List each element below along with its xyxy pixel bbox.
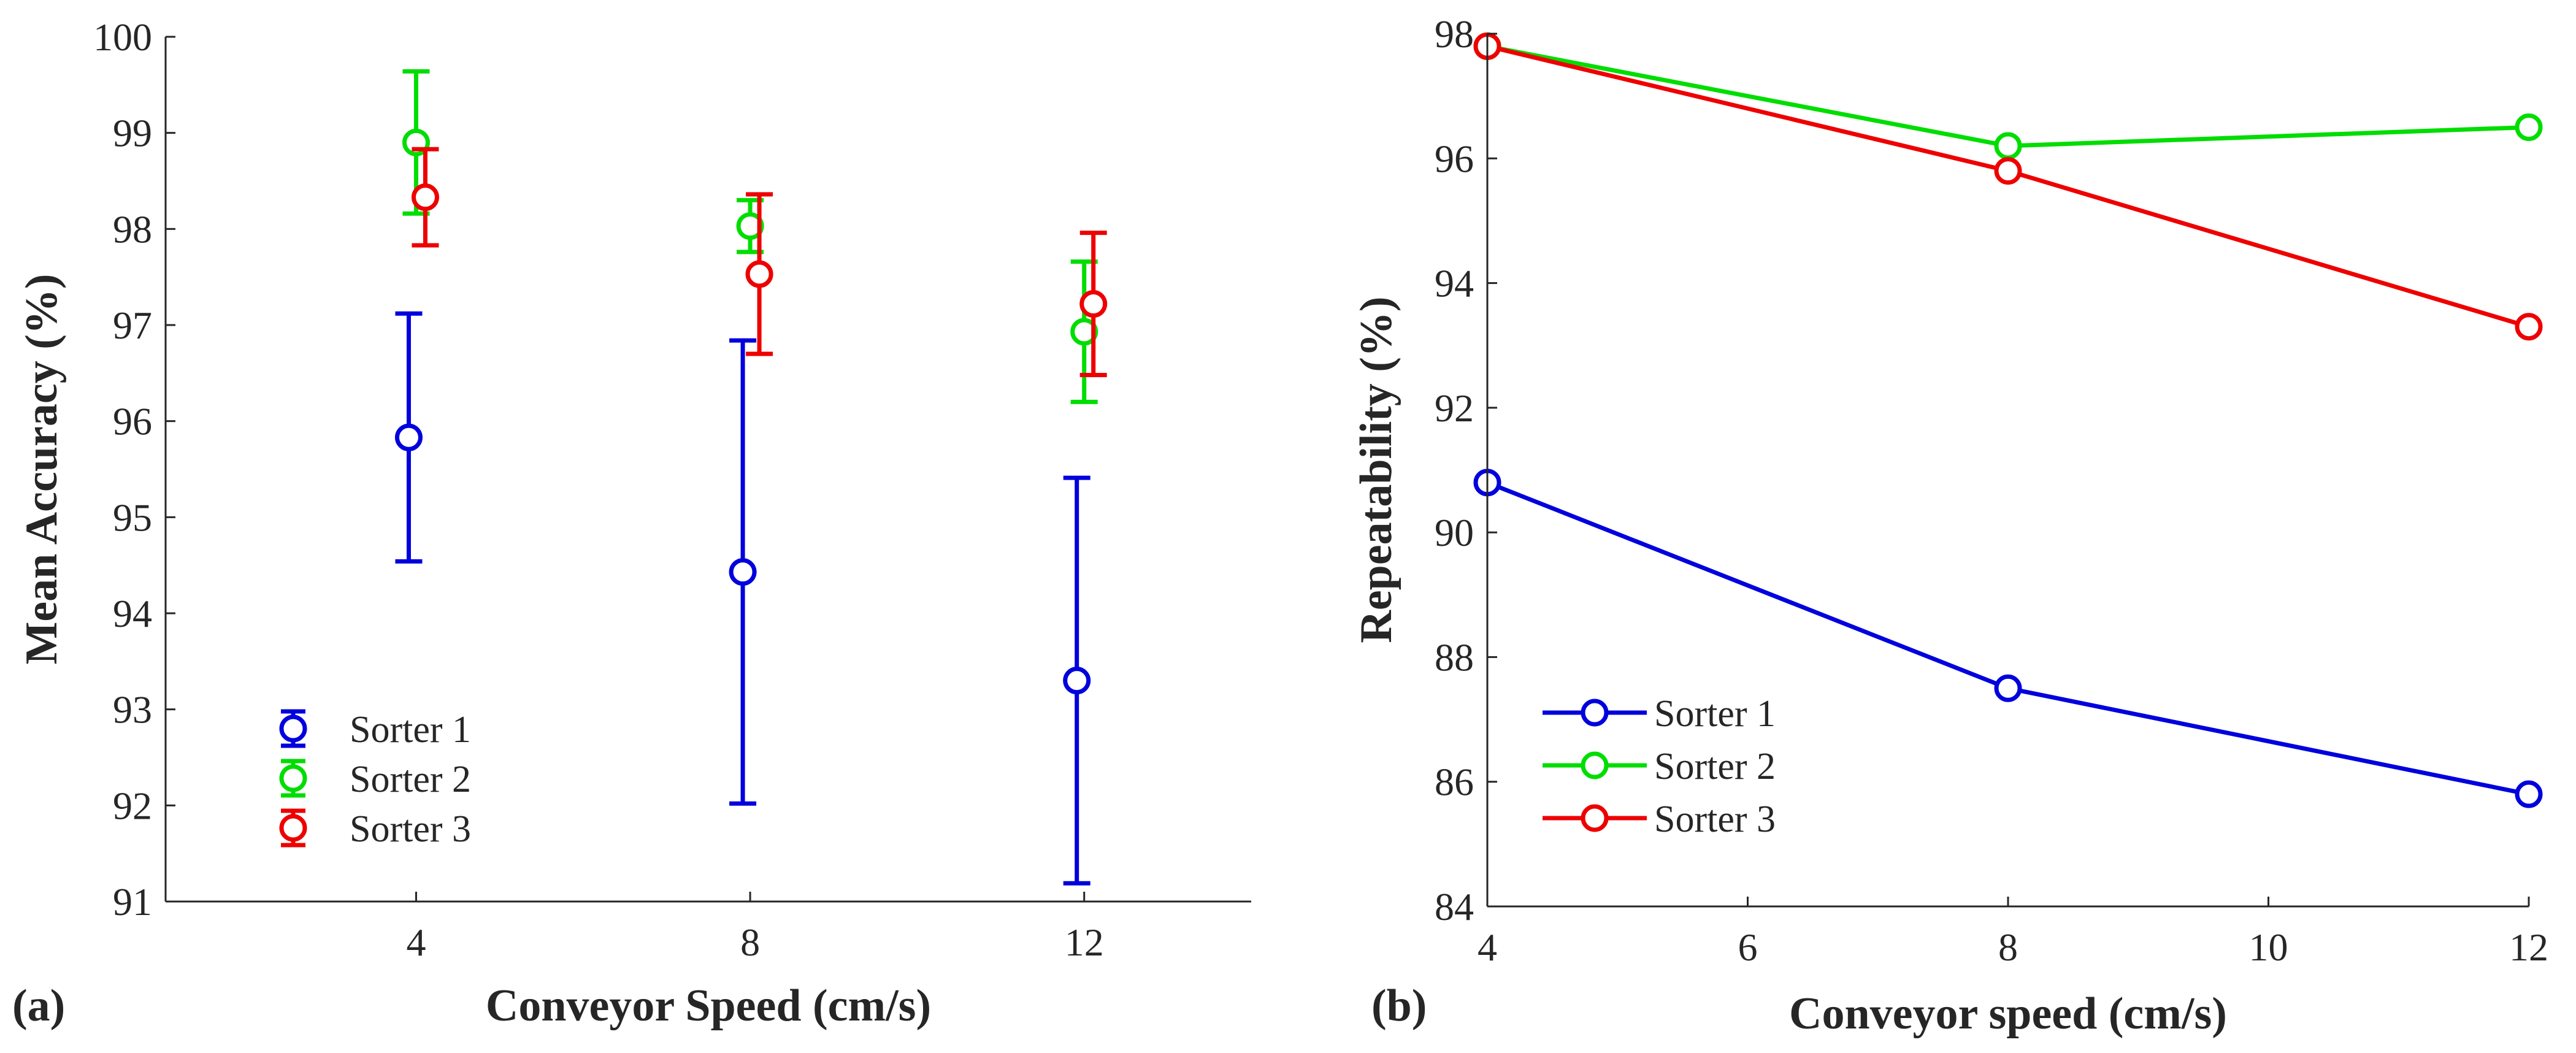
panel-a-error-bar-chart: 4 8 12 91 92 93 94 95 96 97 98 99 100 Sorter 1 Sorte…	[12, 15, 1251, 1031]
legend-label-sorter-3: Sorter 3	[1654, 798, 1776, 840]
panel-a-y-tick-label-94: 94	[113, 592, 152, 635]
panel-b-y-tick-label-96: 96	[1435, 137, 1474, 180]
panel-b-x-tick-label-10: 10	[2249, 925, 2288, 969]
legend-marker-sorter-1	[279, 714, 307, 743]
series-line-sorter-1	[1486, 480, 2529, 797]
panel-a-x-tick-label-4: 4	[406, 921, 426, 964]
panel-a-y-tick-label-95: 95	[113, 496, 152, 539]
legend-label-sorter-2: Sorter 2	[350, 759, 471, 800]
panel-a-y-tick-label-93: 93	[113, 688, 152, 732]
panel-a-y-tick-label-92: 92	[113, 784, 152, 827]
panel-a-y-tick-label-97: 97	[113, 304, 152, 347]
legend-entry-sorter-3: Sorter 3	[1543, 798, 1776, 840]
panel-a-y-axis-title: Mean Accuracy (%)	[17, 274, 67, 664]
panel-b-y-tick-label-94: 94	[1435, 262, 1474, 305]
panel-a-legend: Sorter 1 Sorter 2 Sorter 3	[279, 709, 471, 850]
panel-b-x-axis-title: Conveyor speed (cm/s)	[1789, 989, 2227, 1039]
panel-a-x-axis-title: Conveyor Speed (cm/s)	[486, 981, 931, 1031]
panel-a-y-tick-label-96: 96	[113, 400, 152, 443]
panel-a-y-tick-label-91: 91	[113, 880, 152, 924]
panel-b-x-tick-label-12: 12	[2509, 925, 2548, 969]
panel-b-ticks: 4 6 8 10 12 84 86 88 90 92 94 96 98	[1435, 12, 2548, 969]
panel-b-x-tick-label-4: 4	[1478, 925, 1497, 969]
panel-a-x-tick-label-12: 12	[1065, 921, 1104, 964]
panel-a-label: (a)	[12, 981, 65, 1031]
legend-entry-sorter-3: Sorter 3	[279, 808, 471, 850]
panel-a-ticks: 4 8 12 91 92 93 94 95 96 97 98 99 100	[93, 15, 1104, 964]
data-point-sorter-2-x8	[736, 212, 764, 240]
legend-entry-sorter-1: Sorter 1	[279, 709, 471, 751]
legend-marker-sorter-2	[1581, 751, 1609, 779]
panel-a-marks	[394, 69, 1108, 886]
legend-entry-sorter-2: Sorter 2	[1543, 746, 1776, 787]
panel-b-marks	[1473, 32, 2543, 808]
data-point-sorter-1-x8	[729, 558, 757, 586]
panel-a-y-tick-label-100: 100	[93, 15, 152, 59]
legend-label-sorter-1: Sorter 1	[350, 709, 471, 751]
panel-b-y-tick-label-92: 92	[1435, 386, 1474, 430]
panel-b-y-tick-label-98: 98	[1435, 12, 1474, 56]
panel-b-y-tick-label-90: 90	[1435, 511, 1474, 554]
data-point-sorter-3-x8	[745, 260, 773, 288]
panel-a-axes	[164, 37, 1251, 903]
panel-a-y-tick-label-99: 99	[113, 112, 152, 155]
panel-b-x-tick-label-6: 6	[1738, 925, 1758, 969]
legend-marker-sorter-3	[1581, 804, 1609, 832]
data-point-sorter-1-x4	[394, 423, 423, 451]
data-point-sorter-3-x12	[1079, 290, 1108, 318]
legend-marker-sorter-2	[279, 764, 307, 792]
data-point-sorter-1-x12	[2515, 780, 2543, 808]
panel-b-y-axis-title: Repeatability (%)	[1351, 296, 1401, 643]
legend-entry-sorter-1: Sorter 1	[1543, 693, 1776, 735]
data-point-sorter-3-x4	[411, 183, 439, 212]
panel-b-label: (b)	[1371, 981, 1427, 1031]
panel-b-x-tick-label-8: 8	[1998, 925, 2018, 969]
legend-marker-sorter-3	[279, 814, 307, 842]
panel-a-x-tick-label-8: 8	[740, 921, 760, 964]
series-line-sorter-3	[1487, 44, 2530, 329]
data-point-sorter-1-x12	[1063, 667, 1091, 695]
legend-label-sorter-3: Sorter 3	[350, 808, 471, 850]
data-point-sorter-2-x12	[1070, 318, 1098, 346]
legend-entry-sorter-2: Sorter 2	[279, 759, 471, 800]
panel-b-y-tick-label-84: 84	[1435, 885, 1474, 929]
panel-b-legend: Sorter 1 Sorter 2 Sorter 3	[1543, 693, 1776, 840]
legend-label-sorter-2: Sorter 2	[1654, 746, 1776, 787]
panel-a-y-tick-label-98: 98	[113, 207, 152, 251]
legend-label-sorter-1: Sorter 1	[1654, 693, 1776, 735]
data-point-sorter-1-x8	[1994, 674, 2022, 702]
series-line-sorter-2	[1487, 44, 2529, 148]
panel-b-line-chart: 4 6 8 10 12 84 86 88 90 92 94 96 98 Sorter 1 Sorter …	[1351, 12, 2548, 1039]
legend-marker-sorter-1	[1581, 699, 1609, 727]
data-point-sorter-2-x8	[1994, 132, 2022, 160]
data-point-sorter-3-x12	[2515, 313, 2543, 341]
panel-b-y-tick-label-88: 88	[1435, 635, 1474, 679]
data-point-sorter-3-x8	[1994, 157, 2022, 185]
data-point-sorter-2-x12	[2515, 113, 2543, 141]
panel-b-y-tick-label-86: 86	[1435, 760, 1474, 804]
